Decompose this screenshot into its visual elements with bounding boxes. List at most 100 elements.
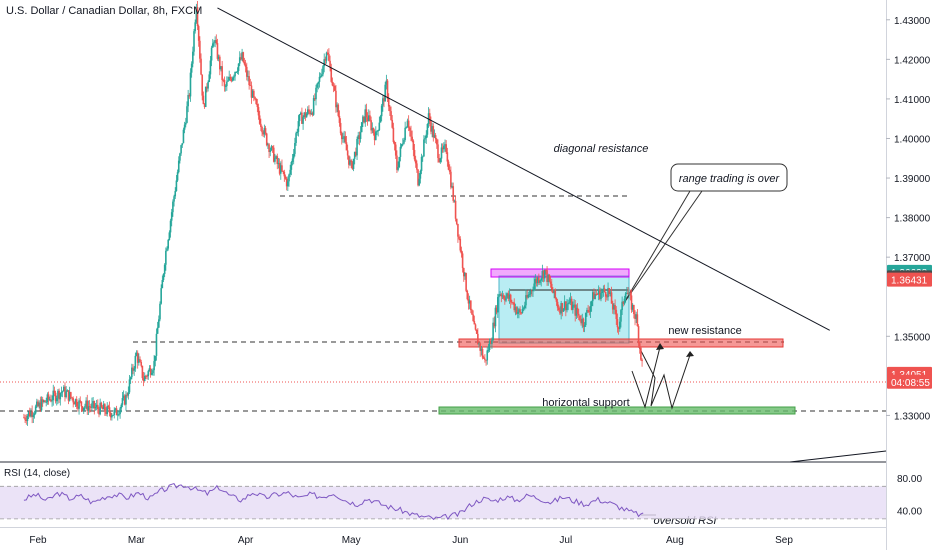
- candle-body: [461, 253, 464, 269]
- candle-body: [399, 146, 402, 157]
- candle-body: [109, 412, 112, 418]
- candle-body: [500, 294, 503, 297]
- candle-body: [308, 109, 310, 112]
- candle-body: [375, 131, 377, 141]
- candle-body: [588, 311, 591, 313]
- candle-body: [629, 292, 632, 296]
- candle-body: [202, 95, 205, 105]
- candle-body: [331, 81, 334, 86]
- candle-body: [101, 407, 104, 410]
- candle-body: [78, 400, 80, 409]
- candle-body: [363, 116, 365, 123]
- range-top-zone[interactable]: [490, 268, 630, 278]
- candle-body: [315, 87, 317, 100]
- candle-body: [587, 309, 589, 312]
- candle-body: [533, 283, 535, 291]
- candle-body: [480, 348, 483, 351]
- projection-arrowhead: [686, 351, 694, 357]
- candle-body: [568, 302, 571, 304]
- candle-body: [329, 60, 331, 68]
- candle-body: [153, 361, 155, 371]
- new-resistance-zone[interactable]: [458, 338, 784, 348]
- candle-body: [132, 367, 134, 371]
- candle-body: [580, 320, 582, 324]
- candle-body: [33, 413, 36, 416]
- candle-body: [513, 302, 516, 311]
- candle-body: [200, 58, 202, 75]
- candle-body: [410, 130, 412, 137]
- candle-body: [563, 301, 566, 309]
- candle-body: [254, 96, 256, 99]
- candle-body: [508, 294, 511, 299]
- candle-body: [85, 400, 87, 407]
- candle-body: [79, 400, 82, 402]
- candle-body: [359, 132, 362, 139]
- candle-body: [70, 392, 72, 398]
- candle-body: [288, 174, 290, 182]
- candle-body: [312, 98, 315, 115]
- candle-body: [209, 60, 212, 75]
- candle-body: [213, 42, 215, 44]
- candle-body: [166, 248, 168, 251]
- candle-body: [26, 415, 29, 421]
- horizontal-support-zone[interactable]: [438, 406, 796, 415]
- candle-body: [317, 81, 320, 84]
- candle-body: [128, 379, 131, 393]
- candle-body: [272, 147, 275, 162]
- candle-body: [163, 264, 166, 274]
- candle-body: [138, 359, 140, 363]
- candle-body: [509, 294, 512, 303]
- candle-body: [305, 113, 308, 118]
- range-callout-box[interactable]: [670, 163, 788, 192]
- candle-body: [455, 218, 458, 224]
- candle-body: [478, 343, 480, 345]
- candle-body: [366, 117, 369, 122]
- candle-body: [61, 391, 64, 393]
- candle-body: [77, 406, 79, 409]
- candle-body: [436, 139, 438, 145]
- candle-body: [472, 314, 474, 322]
- candle-body: [159, 303, 161, 320]
- candle-body: [127, 392, 130, 396]
- candle-body: [43, 400, 45, 403]
- candle-body: [263, 128, 266, 135]
- candle-body: [23, 417, 25, 419]
- candle-body: [25, 419, 28, 421]
- candle-body: [586, 309, 588, 313]
- candle-body: [379, 116, 382, 123]
- candle-body: [548, 274, 551, 282]
- candle-body: [528, 294, 531, 296]
- candle-body: [122, 395, 125, 399]
- candle-body: [398, 156, 401, 168]
- candle-body: [364, 109, 367, 123]
- candle-body: [45, 401, 48, 403]
- candle-body: [536, 277, 539, 284]
- candle-body: [309, 111, 311, 115]
- candle-body: [113, 410, 116, 415]
- candle-body: [86, 400, 89, 411]
- candle-body: [112, 414, 114, 416]
- candle-body: [401, 143, 404, 145]
- candle-body: [434, 135, 437, 140]
- candle-body: [539, 280, 541, 283]
- candle-body: [385, 80, 388, 85]
- candle-body: [210, 47, 213, 61]
- candle-body: [391, 119, 394, 128]
- candle-body: [167, 239, 169, 249]
- candle-body: [540, 278, 542, 281]
- candle-body: [84, 406, 86, 408]
- candle-body: [314, 98, 316, 100]
- candle-body: [217, 56, 220, 59]
- candle-body: [437, 144, 439, 159]
- candle-body: [270, 146, 273, 151]
- candle-body: [521, 308, 524, 313]
- candle-body: [111, 415, 113, 418]
- candle-body: [542, 270, 545, 279]
- candle-body: [290, 162, 293, 170]
- candle-body: [94, 407, 97, 409]
- candle-body: [208, 74, 211, 82]
- candle-body: [515, 307, 518, 314]
- candle-body: [233, 76, 235, 78]
- candle-body: [142, 378, 145, 381]
